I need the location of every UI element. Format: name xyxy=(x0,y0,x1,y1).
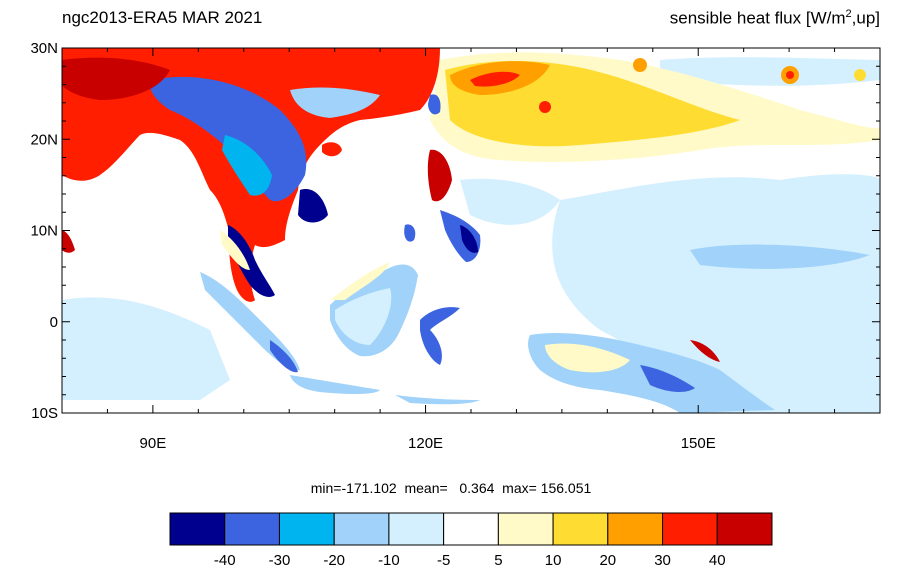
colorbar-box xyxy=(224,512,280,546)
colorbar-label: -40 xyxy=(213,552,236,569)
colorbar-box xyxy=(497,512,554,546)
colorbar-label: -5 xyxy=(436,552,451,569)
axis-tick-labels: 30N 20N 10N 0 10S 90E 120E 150E xyxy=(30,40,715,452)
field-statistics: min=-171.102 mean= 0.364 max= 156.051 xyxy=(310,480,592,496)
colorbar-label: -30 xyxy=(268,552,291,569)
colorbar-box xyxy=(716,512,773,546)
colorbar-box xyxy=(278,512,335,546)
map-title: ngc2013-ERA5 MAR 2021 xyxy=(62,8,263,27)
colorbar-box xyxy=(388,512,445,546)
lat-tick-label: 10S xyxy=(31,405,58,422)
colorbar-box xyxy=(552,512,609,546)
colorbar-box xyxy=(662,512,718,546)
colorbar-box xyxy=(169,512,226,546)
colorbar-box xyxy=(607,512,664,546)
lon-tick-label: 150E xyxy=(681,435,716,452)
colorbar-box xyxy=(443,512,499,546)
lon-tick-label: 120E xyxy=(408,435,443,452)
colorbar-label: 40 xyxy=(708,552,726,569)
lat-tick-label: 10N xyxy=(30,223,58,240)
lat-tick-label: 20N xyxy=(30,131,58,148)
variable-title: sensible heat flux [W/m2,up] xyxy=(669,8,880,28)
map-field xyxy=(62,48,880,413)
colorbar-label: 10 xyxy=(544,552,562,569)
lon-tick-label: 90E xyxy=(140,435,167,452)
colorbar-label: -20 xyxy=(323,552,346,569)
lat-tick-label: 30N xyxy=(30,40,58,57)
colorbar-label: 5 xyxy=(494,552,503,569)
axis-ticks xyxy=(61,47,881,414)
colorbar-box xyxy=(333,512,390,546)
lat-tick-label: 0 xyxy=(50,314,58,331)
colorbar xyxy=(169,512,773,546)
colorbar-label: 20 xyxy=(599,552,617,569)
colorbar-label: -10 xyxy=(378,552,400,569)
colorbar-label: 30 xyxy=(654,552,671,569)
